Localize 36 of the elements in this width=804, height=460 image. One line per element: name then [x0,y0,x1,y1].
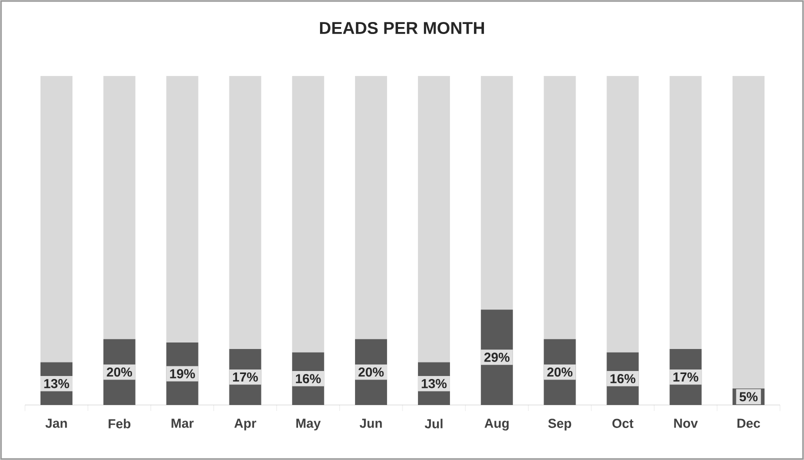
bar [480,76,513,310]
bar [103,76,136,340]
data-label: 20% [547,367,572,377]
bar [606,76,639,352]
bar [166,76,198,342]
data-label: 13% [44,378,70,388]
x-tick-label: May [296,418,321,430]
x-tick-label: Apr [234,418,256,430]
data-label: 17% [233,372,258,382]
data-label: 29% [484,352,510,362]
bar [229,76,262,350]
bar [418,76,450,362]
data-label: 5% [740,392,758,402]
x-tick-label: Aug [484,418,509,430]
chart-title: DEADS PER MONTH [320,22,484,34]
x-tick-label: Mar [172,418,194,428]
data-label: 19% [170,369,195,378]
x-tick-label: Feb [108,418,130,428]
data-label: 16% [296,374,321,384]
data-label: 17% [673,372,698,382]
data-label: 16% [610,374,636,384]
data-label: 20% [358,367,384,377]
bar [670,76,702,350]
bar [355,76,388,340]
bar [40,76,72,362]
data-label: 20% [106,367,132,377]
x-tick-label: Jul [424,418,442,428]
x-tick-label: Jun [360,418,382,428]
x-tick-label: Sep [548,418,572,431]
x-tick-label: Dec [737,418,760,428]
x-tick-label: Nov [674,418,698,428]
x-tick-label: Jan [45,418,67,428]
bar [292,76,324,352]
bar [544,76,576,340]
x-tick-label: Oct [612,418,634,428]
data-label: 13% [422,378,447,388]
